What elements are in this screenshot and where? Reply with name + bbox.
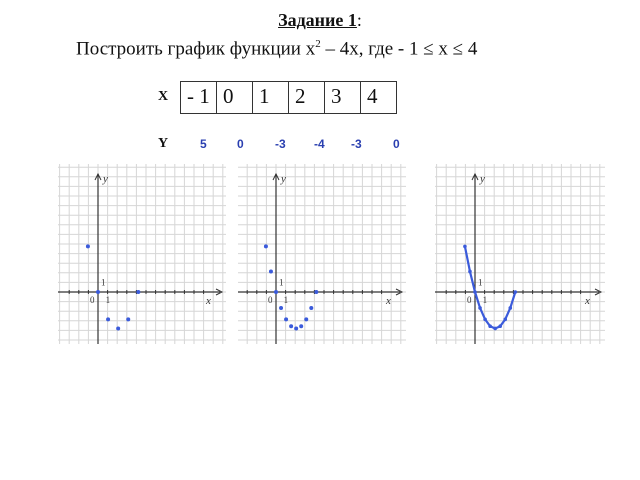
origin-label: 0 [90,295,95,305]
data-point [498,324,502,328]
y-value: 0 [237,137,244,151]
x-cell: 4 [360,81,397,114]
data-point [116,326,121,331]
y-row-label: Y [158,136,169,151]
data-point [136,290,141,294]
data-point [299,324,304,329]
data-point [309,305,314,310]
x-cell: 2 [288,81,325,114]
data-point [263,244,268,249]
origin-label: 0 [268,295,273,305]
y-value: -4 [314,137,325,151]
data-point [85,244,90,249]
x-values-table: - 1 0 1 2 3 4 [180,81,397,114]
data-point [513,290,518,294]
data-point [483,317,487,322]
data-point [488,324,492,328]
data-point [126,317,131,322]
data-point [274,290,278,294]
data-point [473,290,477,294]
task-variable: х [305,38,316,60]
data-point [463,244,467,249]
unit-y-label: 1 [478,277,483,287]
y-axis-arrow [471,172,479,181]
x-cell: 0 [216,81,253,114]
y-axis-label: у [479,173,485,185]
unit-x-label: 1 [483,295,488,305]
data-point [279,305,284,310]
parabola-curve [463,246,517,330]
x-row-label: Х [158,89,169,104]
data-point [284,317,289,322]
y-value: -3 [275,137,286,151]
x-cell: - 1 [180,81,217,114]
task-rest: – 4х, где - 1 ≤ х ≤ 4 [320,38,478,60]
x-axis-label: х [584,295,590,307]
y-value: 0 [393,137,400,151]
x-axis-label: х [385,295,391,307]
data-point [106,317,111,322]
unit-y-label: 1 [279,277,284,287]
x-axis-arrow [215,288,224,296]
y-axis-label: у [280,173,286,185]
task-statement: Построить график функции х2 – 4х, где - … [76,38,477,60]
x-axis-arrow [594,288,603,296]
task-label: Задание 1 [278,10,357,30]
data-point [289,324,294,329]
title-colon: : [356,10,362,30]
data-point [294,326,299,331]
x-axis-label: х [205,295,211,307]
data-point [503,317,508,322]
data-point [478,306,482,310]
unit-x-label: 1 [284,295,289,305]
y-axis-arrow [272,172,280,181]
y-value: -3 [351,137,362,151]
unit-x-label: 1 [106,295,111,305]
x-axis-arrow [395,288,404,296]
task-exponent: 2 [315,38,321,50]
unit-y-label: 1 [101,277,106,287]
origin-label: 0 [467,295,472,305]
data-point [304,317,309,322]
task-prefix: Построить график функции [76,38,306,60]
data-point [268,269,273,274]
data-point [508,306,513,310]
graph-svg: ху0 11 [435,164,605,344]
x-cell: 1 [252,81,289,114]
y-value: 5 [200,137,207,151]
y-axis-label: у [102,173,108,185]
data-point [314,290,319,294]
data-point [493,326,497,331]
x-cell: 3 [324,81,361,114]
task-title: Задание 1: [0,10,640,31]
data-point [96,290,100,294]
data-point [468,269,472,274]
graph-svg: ху0 11 [58,164,226,344]
graph-svg: ху0 11 [238,164,406,344]
y-axis-arrow [94,172,102,181]
